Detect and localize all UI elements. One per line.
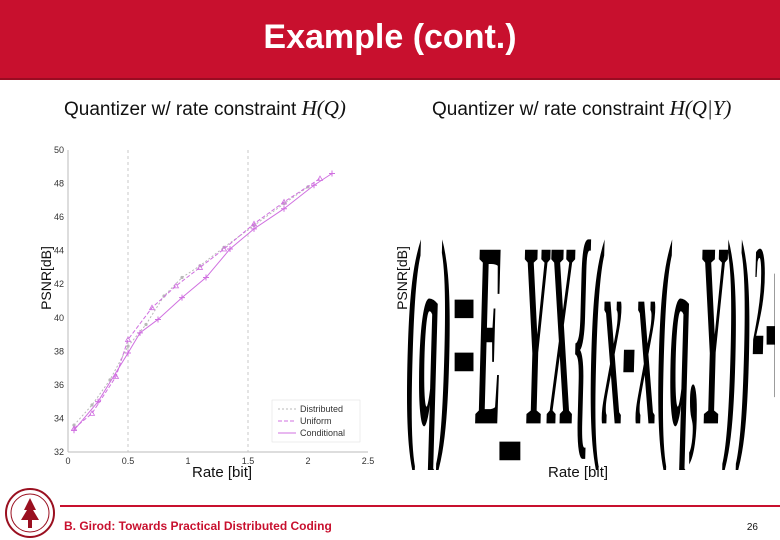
data-point-uniform (112, 373, 120, 379)
data-point-uniform (148, 304, 156, 311)
data-point-conditional (227, 245, 233, 252)
x-tick-label: 2 (305, 456, 310, 466)
y-tick-label: 50 (54, 145, 64, 155)
legend-label-uniform: Uniform (300, 416, 332, 426)
data-point-distributed (126, 344, 130, 348)
data-point-distributed (72, 423, 76, 427)
x-tick-label: 0.5 (122, 456, 135, 466)
y-tick-label: 42 (54, 279, 64, 289)
data-point-distributed (144, 322, 148, 327)
right-subtitle: Quantizer w/ rate constraint H(Q|Y) (432, 96, 731, 121)
y-tick-label: 32 (54, 447, 64, 457)
y-tick-label: 44 (54, 246, 64, 256)
left-subtitle: Quantizer w/ rate constraint H(Q) (64, 96, 346, 121)
left-subtitle-math: H(Q) (301, 96, 346, 120)
data-point-conditional (71, 427, 77, 434)
data-point-uniform (280, 198, 288, 205)
footer-divider (60, 505, 780, 507)
right-subtitle-text: Quantizer w/ rate constraint (432, 99, 670, 120)
series-line-uniform (73, 178, 321, 429)
title-bar: Example (cont.) (0, 0, 780, 80)
data-point-conditional (137, 329, 143, 336)
y-tick-label: 46 (54, 212, 64, 222)
data-point-conditional (311, 182, 317, 189)
data-point-distributed (180, 275, 184, 280)
data-point-conditional (203, 274, 209, 281)
data-point-conditional (251, 225, 257, 232)
page-number: 26 (746, 522, 758, 533)
slide-title: Example (cont.) (263, 18, 517, 56)
y-tick-label: 36 (54, 380, 64, 390)
y-tick-label: 38 (54, 346, 64, 356)
right-x-axis-label: Rate [bit] (548, 464, 609, 481)
data-point-distributed (162, 294, 166, 298)
footer-citation: B. Girod: Towards Practical Distributed … (64, 519, 332, 533)
data-point-conditional (125, 350, 131, 357)
left-subtitle-text: Quantizer w/ rate constraint (64, 99, 302, 120)
x-tick-label: 2.5 (362, 456, 375, 466)
psnr-rate-chart: 0 0.5 1 1.5 2 2.5 32 34 36 38 40 42 44 46 48 50 Distribu… (54, 145, 375, 466)
university-seal-logo (5, 488, 55, 538)
x-tick-label: 0 (65, 456, 70, 466)
data-point-conditional (155, 316, 161, 323)
data-point-uniform (220, 245, 228, 252)
conditional-rate-constraint-formula: (q)=E_YX{(x-x(q,Y))²+λr(q,Y)|X=x} (405, 140, 775, 470)
data-point-conditional (329, 170, 335, 177)
data-point-uniform (316, 175, 324, 181)
y-tick-label: 34 (54, 413, 64, 423)
data-point-uniform (250, 220, 258, 227)
right-subtitle-math: H(Q|Y) (669, 96, 732, 120)
legend-label-distributed: Distributed (300, 404, 343, 414)
series-line-conditional (73, 173, 333, 431)
x-tick-label: 1.5 (242, 456, 255, 466)
data-point-uniform (196, 264, 204, 270)
data-point-uniform (172, 282, 180, 289)
left-x-axis-label: Rate [bit] (192, 464, 253, 481)
data-point-distributed (90, 403, 94, 407)
x-tick-label: 1 (185, 456, 190, 466)
formula-text: (q)=E_YX{(x-x(q,Y))²+λr(q,Y)|X=x} (405, 185, 775, 470)
data-point-uniform (124, 336, 132, 342)
y-tick-label: 48 (54, 179, 64, 189)
series-line-distributed (73, 186, 309, 426)
data-point-conditional (179, 294, 185, 301)
data-point-uniform (88, 410, 96, 416)
data-point-conditional (281, 205, 287, 212)
data-point-conditional (95, 398, 101, 405)
y-tick-label: 40 (54, 313, 64, 323)
legend-label-conditional: Conditional (300, 428, 345, 438)
